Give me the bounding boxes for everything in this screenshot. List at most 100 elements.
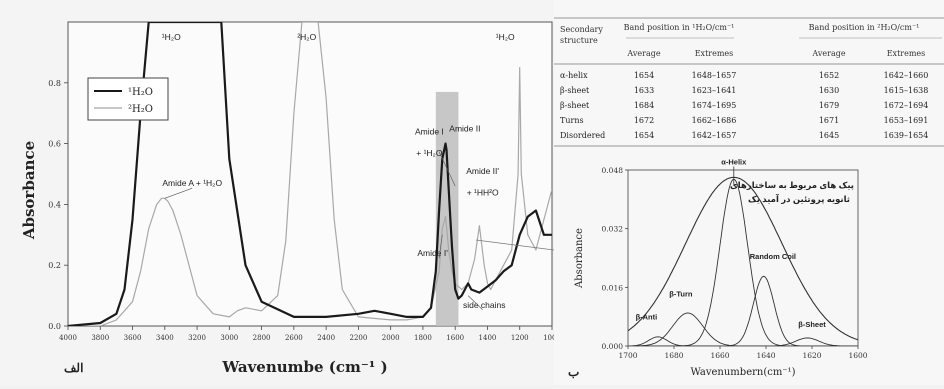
x-tick-label: 1000 <box>543 334 554 342</box>
table-cell-h-avg: 1684 <box>634 101 654 110</box>
table-cell-d-ext: 1653–1691 <box>884 116 929 125</box>
b-x-tick-label: 1620 <box>802 351 821 360</box>
legend: ¹H₂O ²H₂O <box>87 77 169 121</box>
table-cell-d-avg: 1671 <box>819 116 839 125</box>
x-tick-label: 2200 <box>349 334 367 342</box>
x-tick-label: 1600 <box>446 334 464 342</box>
x-tick-label: 3800 <box>91 334 109 342</box>
x-tick-label: 2000 <box>382 334 400 342</box>
y-axis-title: Absorbance <box>20 141 38 240</box>
b-x-axis-title: Wavenumbern(cm⁻¹) <box>690 367 795 378</box>
x-tick-label: 4000 <box>59 334 77 342</box>
y-tick-label: 0.0 <box>48 322 61 331</box>
b-y-tick-label: 0.000 <box>602 342 624 351</box>
peak-label: β-Anti <box>636 313 658 322</box>
table-cell-h-ext: 1642–1657 <box>692 131 737 140</box>
table-cell-h-ext: 1623–1641 <box>692 86 737 95</box>
table-cell-structure: Turns <box>560 116 584 125</box>
table-cell-h-ext: 1648–1657 <box>692 71 737 80</box>
legend-entry-h2o: ¹H₂O <box>128 87 153 98</box>
table-row: Turns 1672 1662–1686 1671 1653–1691 <box>560 116 928 125</box>
x-tick-label: 3400 <box>156 334 174 342</box>
peak-curve-3 <box>628 178 858 346</box>
annotation-pointer <box>467 295 483 310</box>
x-tick-label: 1200 <box>511 334 529 342</box>
peak-label: β-Turn <box>669 290 693 299</box>
y-tick-label: 0.4 <box>48 200 61 209</box>
table-sub-extremes-h: Extremes <box>695 49 734 58</box>
x-tick-label: 2400 <box>317 334 335 342</box>
table-sub-extremes-d: Extremes <box>887 49 926 58</box>
table-cell-d-avg: 1630 <box>819 86 839 95</box>
b-y-tick-label: 0.032 <box>602 225 624 234</box>
peak-note-line-1: پیک های مربوط به ساختارهای <box>730 180 854 191</box>
x-tick-label: 1400 <box>479 334 497 342</box>
table-cell-d-avg: 1652 <box>819 71 839 80</box>
b-y-tick-label: 0.048 <box>602 166 624 175</box>
x-tick-label: 3200 <box>188 334 206 342</box>
spectrum-annotation: Amide I' <box>417 248 448 258</box>
b-y-tick-label: 0.016 <box>602 283 624 292</box>
peak-label: β-Sheet <box>798 320 826 329</box>
spectrum-annotation: side chains <box>463 300 506 310</box>
table-row: Disordered 1654 1642–1657 1645 1639–1654 <box>560 131 928 140</box>
table-cell-d-ext: 1672–1694 <box>884 101 929 110</box>
panel-b-column: Secondary structure Band position in ¹H₂O… <box>554 0 944 385</box>
table-sub-average-d: Average <box>811 49 845 58</box>
x-tick-label: 1800 <box>414 334 432 342</box>
b-x-tick-label: 1600 <box>848 351 867 360</box>
spectrum-annotation: ²H₂O <box>297 32 316 42</box>
peak-curve-2 <box>628 312 858 346</box>
peak-curve-1 <box>628 336 858 346</box>
table-cell-h-ext: 1662–1686 <box>692 116 737 125</box>
peak-label: Random Coil <box>750 252 796 261</box>
b-x-tick-label: 1680 <box>664 351 683 360</box>
spectrum-annotation: ¹H₂O <box>162 32 181 42</box>
table-row: β-sheet 1633 1623–1641 1630 1615–1638 <box>560 86 928 95</box>
deconvolution-chart: 1700 1680 1660 1640 1620 1600 0.000 0.016 0.032 0… <box>554 150 944 385</box>
table-cell-d-ext: 1642–1660 <box>884 71 929 80</box>
peak-curve-4 <box>628 275 858 346</box>
table-row: β-sheet 1684 1674–1695 1679 1672–1694 <box>560 101 928 110</box>
table-cell-structure: β-sheet <box>560 86 590 95</box>
spectrum-annotation: Amide II <box>449 123 480 133</box>
x-tick-label: 3000 <box>220 334 238 342</box>
spectrum-chart: 4000 3800 3600 3400 3200 3000 2800 2600 2400 2200… <box>20 21 654 376</box>
table-cell-h-ext: 1674–1695 <box>692 101 737 110</box>
panel-b-label: ب <box>568 365 579 379</box>
table-cell-h-avg: 1654 <box>634 71 654 80</box>
annotation-pointer <box>164 187 193 199</box>
spectrum-annotation: Amide I <box>415 126 444 136</box>
table-group-d2o: Band position in ²H₂O/cm⁻¹ <box>809 23 920 32</box>
b-y-axis-title: Absorbance <box>574 228 585 289</box>
table-group-h2o: Band position in ¹H₂O/cm⁻¹ <box>624 23 735 32</box>
spectrum-annotation: Amide A + ¹H₂O <box>162 178 222 188</box>
peak-curve-0 <box>628 176 858 341</box>
panel-a-label: الف <box>64 361 83 375</box>
table-cell-structure: Disordered <box>560 131 605 140</box>
spectrum-annotation: + ¹HH²O <box>467 187 499 197</box>
band-position-table: Secondary structure Band position in ¹H₂O… <box>554 0 944 150</box>
spectrum-annotation: ¹H₂O <box>496 32 515 42</box>
table-cell-d-avg: 1645 <box>819 131 839 140</box>
peak-note-line-2: ثانویه پروتئین در آمید یک <box>748 193 850 205</box>
table-cell-d-ext: 1615–1638 <box>884 86 929 95</box>
spectrum-annotation: + ¹H₂O <box>416 148 443 158</box>
x-tick-label: 2800 <box>253 334 271 342</box>
table-sub-average-h: Average <box>626 49 660 58</box>
series-h2o-line <box>68 22 552 326</box>
panel-a: 4000 3800 3600 3400 3200 3000 2800 2600 2400 2200… <box>20 21 654 376</box>
table-cell-structure: β-sheet <box>560 101 590 110</box>
table-cell-d-ext: 1639–1654 <box>884 131 929 140</box>
peak-curve-5 <box>628 337 858 346</box>
spectrum-annotation: Amide II' <box>466 166 499 176</box>
x-tick-label: 3600 <box>124 334 142 342</box>
table-cell-structure: α-helix <box>560 71 588 80</box>
table-row: α-helix 1654 1648–1657 1652 1642–1660 <box>560 71 928 80</box>
legend-entry-d2o: ²H₂O <box>128 104 153 115</box>
x-axis-title: Wavenumbe (cm⁻¹ ) <box>221 358 387 376</box>
table-cell-h-avg: 1672 <box>634 116 654 125</box>
peak-label: α-Helix <box>721 158 747 167</box>
series-d2o-line <box>68 22 552 326</box>
b-x-tick-label: 1700 <box>618 351 637 360</box>
